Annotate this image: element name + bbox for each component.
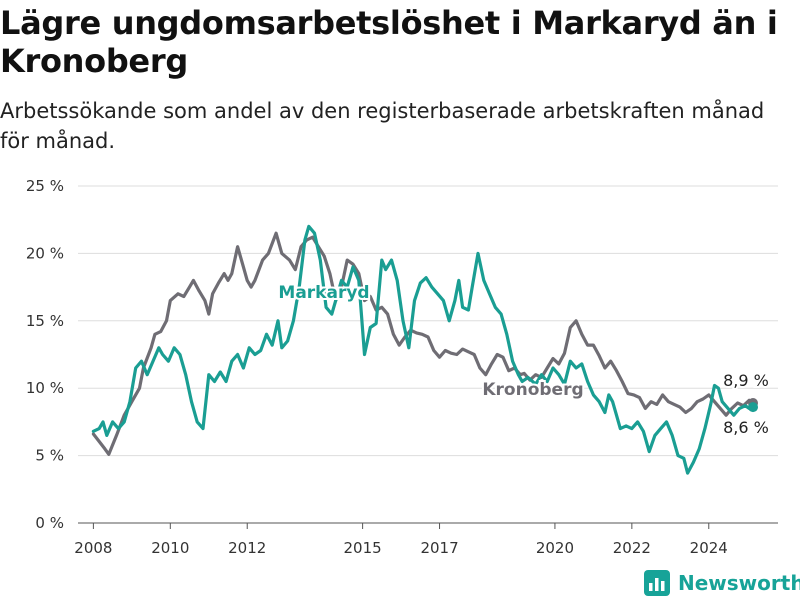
x-tick-label: 2015: [344, 539, 382, 557]
series-line-markaryd: [91, 224, 755, 475]
x-tick-label: 2008: [74, 539, 112, 557]
x-tick-label: 2020: [536, 539, 574, 557]
y-tick-label: 15 %: [26, 312, 64, 330]
series-label-kronoberg: Kronoberg: [482, 380, 583, 400]
endpoint-markaryd: [748, 402, 758, 413]
chart-title: Lägre ungdomsarbetslöshet i Markaryd än …: [0, 4, 778, 80]
x-tick-label: 2010: [151, 539, 189, 557]
x-tick-label: 2024: [690, 539, 728, 557]
x-axis: 2008 2010 2012 2015 2017 2020 2022 2024: [74, 523, 728, 557]
series-labels: Markaryd Kronoberg 8,9 % 8,6 %: [276, 281, 770, 439]
x-tick-label: 2017: [420, 539, 458, 557]
x-tick-label: 2022: [613, 539, 651, 557]
series-lines: [91, 224, 758, 475]
grid-lines: [78, 185, 778, 524]
newsworthy-logo: Newsworthy: [644, 568, 800, 598]
series-label-markaryd: Markaryd: [278, 283, 369, 303]
chart-subtitle: Arbetssökande som andel av den registerb…: [0, 99, 765, 153]
y-tick-label: 5 %: [35, 447, 64, 465]
brand-name: Newsworthy: [678, 571, 800, 595]
y-tick-label: 25 %: [26, 177, 64, 195]
end-label-kronoberg: 8,9 %: [723, 371, 769, 390]
series-line-kronoberg: [91, 231, 755, 456]
end-label-markaryd: 8,6 %: [723, 418, 769, 437]
bar-chart-icon: [644, 570, 670, 596]
y-axis: 0 % 5 % 10 % 15 % 20 % 25 %: [26, 177, 64, 532]
y-tick-label: 0 %: [35, 514, 64, 532]
y-tick-label: 10 %: [26, 379, 64, 397]
y-tick-label: 20 %: [26, 244, 64, 262]
x-tick-label: 2012: [228, 539, 266, 557]
